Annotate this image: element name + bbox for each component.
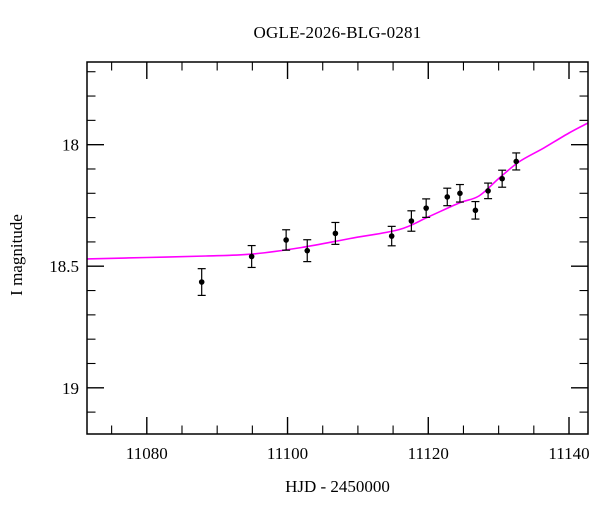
plot-frame [86, 61, 589, 435]
data-point [247, 244, 256, 269]
y-tick-label: 19 [62, 379, 79, 398]
data-point [197, 268, 206, 297]
data-point [422, 198, 431, 218]
x-tick-label: 11140 [548, 444, 589, 463]
data-point [303, 239, 312, 263]
data-point [282, 229, 291, 251]
data-point [484, 182, 493, 200]
axis-ticks [87, 62, 588, 434]
y-tick-label: 18 [62, 136, 79, 155]
data-point [455, 183, 464, 203]
x-axis-label: HJD - 2450000 [285, 477, 390, 496]
chart-title: OGLE-2026-BLG-0281 [253, 23, 422, 42]
y-tick-label: 18.5 [49, 257, 79, 276]
model-curve [87, 122, 588, 260]
data-point [512, 152, 521, 171]
data-point [407, 210, 416, 232]
data-point [387, 225, 396, 247]
x-tick-label: 11100 [267, 444, 308, 463]
x-tick-label: 11080 [126, 444, 168, 463]
data-point [471, 200, 480, 220]
data-point [443, 187, 452, 207]
x-tick-label: 11120 [408, 444, 449, 463]
data-point [498, 169, 507, 188]
data-point [331, 221, 340, 245]
